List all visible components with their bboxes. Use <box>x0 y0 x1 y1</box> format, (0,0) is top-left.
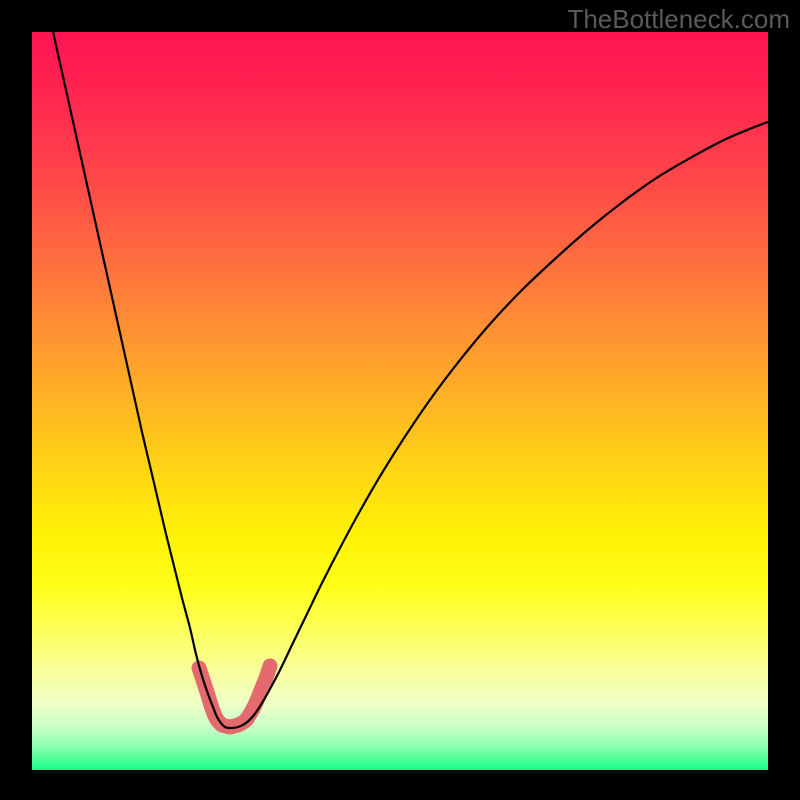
bottleneck-chart <box>0 0 800 800</box>
chart-frame: TheBottleneck.com <box>0 0 800 800</box>
watermark-text: TheBottleneck.com <box>567 4 790 35</box>
gradient-background <box>32 32 768 770</box>
